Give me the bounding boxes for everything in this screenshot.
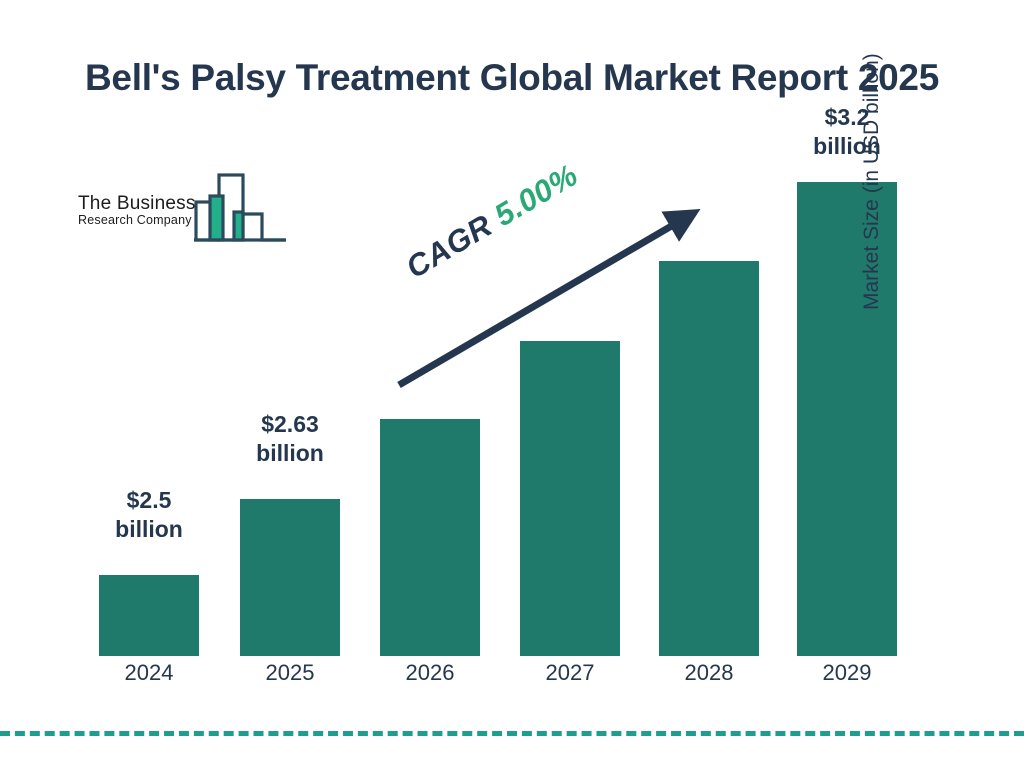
bar-2029 (797, 182, 897, 656)
bar-2026 (380, 419, 480, 656)
company-logo: The Business Research Company (78, 172, 288, 252)
page-title: Bell's Palsy Treatment Global Market Rep… (85, 56, 939, 98)
bar-2024 (99, 575, 199, 656)
bar-2025 (240, 499, 340, 656)
logo-wordmark: The Business Research Company (78, 194, 198, 229)
bar-value-2029-unit: billion (813, 133, 881, 160)
logo-line-1: The Business (78, 193, 196, 214)
bar-2027 (520, 341, 620, 656)
bar-value-2025-unit: billion (256, 440, 324, 467)
bar-value-2029: $3.2 billion (777, 103, 917, 162)
bar-value-2029-amount: $3.2 (824, 104, 870, 130)
bar-value-2025: $2.63 billion (220, 410, 360, 469)
bar-value-2024-amount: $2.5 (126, 487, 172, 513)
bar-chart-logo-mark (194, 173, 286, 242)
x-tick-2027: 2027 (545, 660, 595, 685)
x-tick-2028: 2028 (684, 660, 734, 685)
bar-value-2024: $2.5 billion (79, 486, 219, 545)
y-axis-title: Market Size (in USD billion) (860, 53, 883, 310)
logo-line-2: Research Company (78, 213, 192, 228)
x-tick-2026: 2026 (405, 660, 455, 685)
bar-value-2024-unit: billion (115, 516, 183, 543)
x-tick-2024: 2024 (124, 660, 174, 685)
x-tick-2025: 2025 (265, 660, 315, 685)
bar-value-2025-amount: $2.63 (261, 411, 319, 437)
bottom-divider (0, 731, 1024, 736)
x-tick-2029: 2029 (822, 660, 872, 685)
bar-2028 (659, 261, 759, 656)
